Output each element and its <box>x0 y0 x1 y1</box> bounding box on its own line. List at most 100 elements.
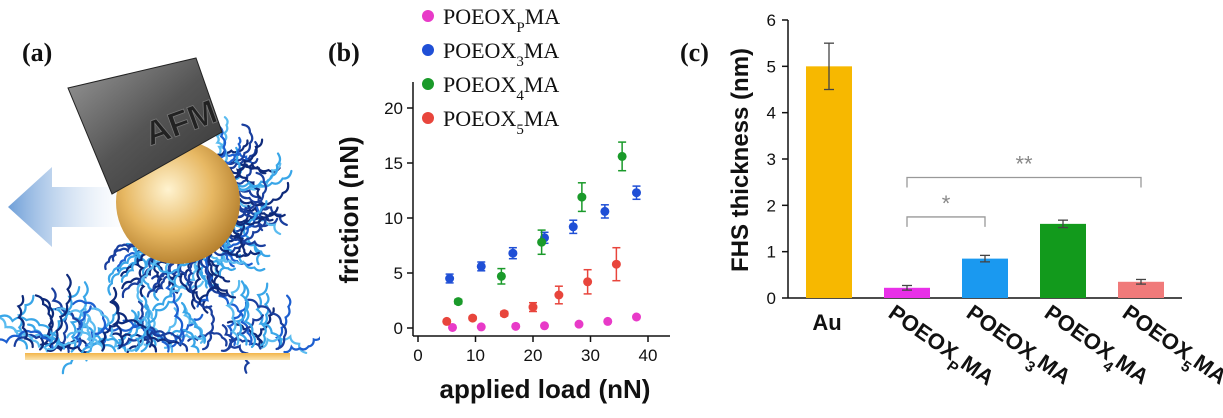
panel-label-b: (b) <box>328 38 360 67</box>
bars <box>806 42 1164 298</box>
polymer-chain <box>193 260 210 289</box>
data-point <box>496 271 506 281</box>
y-axis-title: FHS thickness (nm) <box>727 48 754 272</box>
polymer-chain <box>69 281 89 353</box>
polymer-chain <box>244 298 288 351</box>
bar <box>962 258 1008 298</box>
polymer-chain <box>228 218 267 243</box>
bar <box>884 287 930 298</box>
polymer-chain <box>141 257 159 301</box>
polymer-chain <box>180 301 207 344</box>
polymer-chain <box>80 305 93 349</box>
significance-bracket <box>906 176 1142 188</box>
data-point <box>617 151 627 161</box>
data-point <box>537 237 547 247</box>
polymer-chain <box>117 311 140 350</box>
y-axis-title: friction (nN) <box>334 136 364 283</box>
data-point <box>445 274 455 283</box>
data-point <box>632 312 641 322</box>
data-point <box>554 290 564 300</box>
bar <box>806 66 852 298</box>
polymer-chain <box>187 331 228 347</box>
tick-labels: 0 1 2 3 4 5 6 <box>767 11 788 308</box>
data-point <box>476 261 486 271</box>
data-point <box>577 192 587 202</box>
afm-tip <box>67 57 223 195</box>
legend-entry: POEOX5MA <box>443 106 559 138</box>
data-point <box>600 206 610 216</box>
polymer-chain <box>259 292 270 347</box>
data-point <box>603 316 613 326</box>
polymer-chain <box>209 253 245 265</box>
polymer-chain <box>218 294 253 346</box>
tick-labels: 0 10 20 30 40 0 5 10 15 20 <box>384 99 657 365</box>
polymer-chain <box>16 294 35 350</box>
polymer-chain <box>27 323 66 350</box>
polymer-chain <box>38 297 55 351</box>
polymer-chain <box>177 262 209 314</box>
polymer-brushes <box>0 108 320 375</box>
polymer-chain <box>238 181 290 207</box>
x-tick-label: 30 <box>581 346 600 365</box>
y-tick-label: 1 <box>767 243 776 262</box>
significance-bracket <box>906 216 986 227</box>
polymer-chain <box>233 161 267 179</box>
y-tick-label: 2 <box>767 196 776 215</box>
y-tick-label: 0 <box>767 289 776 308</box>
data-point <box>448 322 457 332</box>
x-tick-label: 40 <box>639 346 658 365</box>
data-point <box>499 309 509 319</box>
polymer-chain <box>107 250 144 283</box>
polymer-chain <box>235 206 279 226</box>
data-point <box>476 322 486 332</box>
significance-marker: * <box>942 191 951 216</box>
polymer-chain <box>66 329 104 352</box>
y-tick-label: 6 <box>767 11 776 30</box>
polymer-chain <box>225 204 252 243</box>
polymer-chain <box>214 128 228 163</box>
y-tick-label: 15 <box>384 154 403 173</box>
polymer-chain <box>146 262 175 298</box>
y-tick-label: 0 <box>394 319 403 338</box>
panel-label-c: (c) <box>680 38 709 67</box>
polymer-chain <box>16 294 34 349</box>
y-tick-label: 10 <box>384 209 403 228</box>
bar <box>1040 223 1086 298</box>
polymer-chain <box>237 171 268 218</box>
data-point <box>611 259 621 269</box>
polymer-chain <box>170 328 200 354</box>
polymer-chain <box>186 260 197 293</box>
polymer-chain <box>223 241 266 272</box>
panel-label-a: (a) <box>22 38 53 67</box>
polymer-chain <box>73 305 92 347</box>
polymer-chain <box>134 294 151 352</box>
polymer-chain <box>239 280 257 349</box>
y-tick-label: 4 <box>767 104 776 123</box>
data-point <box>528 302 538 312</box>
legend-marker <box>422 10 434 22</box>
polymer-chain <box>165 272 185 346</box>
polymer-chain <box>225 314 264 352</box>
category-label: Au <box>812 310 841 335</box>
polymer-chain <box>0 329 54 349</box>
legend-marker <box>422 78 434 90</box>
polymer-chain <box>232 228 245 258</box>
polymer-chain <box>219 246 260 258</box>
polymer-chain <box>237 152 282 191</box>
y-tick-label: 5 <box>394 264 403 283</box>
y-tick-label: 20 <box>384 99 403 118</box>
x-tick-label: 20 <box>524 346 543 365</box>
x-axis-title: applied load (nN) <box>440 374 651 404</box>
polymer-chain <box>233 138 264 179</box>
data-points <box>442 141 641 332</box>
polymer-chain <box>201 305 215 351</box>
data-point <box>632 188 641 198</box>
polymer-chain <box>225 279 241 346</box>
data-point <box>511 321 521 331</box>
significance-brackets: *** <box>906 152 1142 227</box>
